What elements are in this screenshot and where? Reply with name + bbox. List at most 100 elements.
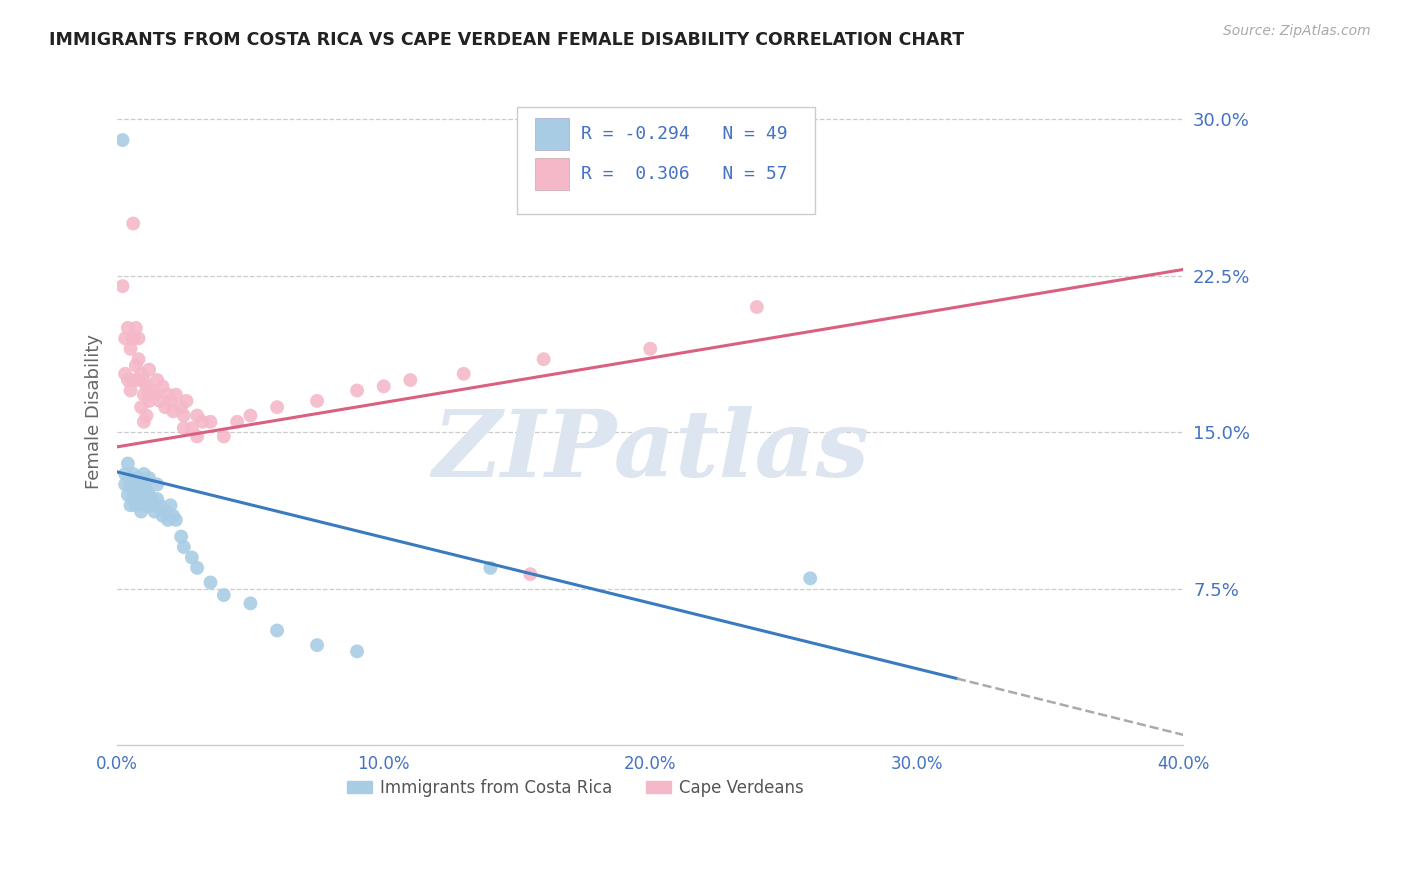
Point	[165, 513, 187, 527]
Point	[120, 384, 142, 398]
Point	[132, 477, 155, 491]
Point	[125, 477, 148, 491]
Point	[176, 393, 198, 408]
Point	[141, 384, 163, 398]
Point	[307, 638, 329, 652]
Point	[128, 331, 150, 345]
Point	[114, 467, 136, 481]
Point	[122, 217, 145, 231]
Point	[128, 471, 150, 485]
Point	[135, 483, 157, 498]
FancyBboxPatch shape	[517, 108, 815, 214]
Point	[117, 373, 139, 387]
Point	[146, 491, 169, 506]
Point	[122, 467, 145, 481]
Bar	[536, 158, 569, 190]
Point	[180, 421, 202, 435]
Point	[152, 508, 174, 523]
Point	[146, 477, 169, 491]
Point	[186, 561, 208, 575]
Point	[135, 498, 157, 512]
Point	[129, 477, 152, 491]
Point	[170, 530, 193, 544]
Bar	[536, 118, 569, 150]
Point	[128, 483, 150, 498]
Point	[162, 404, 184, 418]
Point	[129, 367, 152, 381]
Point	[120, 498, 142, 512]
Point	[519, 567, 541, 582]
Point	[122, 373, 145, 387]
Point	[212, 588, 235, 602]
Point	[114, 477, 136, 491]
Point	[159, 498, 181, 512]
Point	[128, 352, 150, 367]
Point	[120, 477, 142, 491]
Point	[173, 409, 195, 423]
Point	[149, 498, 172, 512]
Text: R = -0.294   N = 49: R = -0.294 N = 49	[581, 125, 787, 143]
Point	[122, 331, 145, 345]
Point	[156, 387, 179, 401]
Point	[745, 300, 768, 314]
Point	[114, 331, 136, 345]
Point	[129, 400, 152, 414]
Point	[120, 342, 142, 356]
Point	[138, 387, 160, 401]
Point	[111, 133, 134, 147]
Point	[266, 624, 288, 638]
Point	[479, 561, 502, 575]
Point	[125, 321, 148, 335]
Point	[152, 379, 174, 393]
Point	[173, 540, 195, 554]
Point	[143, 504, 166, 518]
Point	[138, 488, 160, 502]
Point	[128, 491, 150, 506]
Y-axis label: Female Disability: Female Disability	[86, 334, 103, 489]
Point	[146, 373, 169, 387]
Point	[307, 393, 329, 408]
Point	[138, 393, 160, 408]
Point	[165, 387, 187, 401]
Point	[226, 415, 249, 429]
Point	[162, 508, 184, 523]
Point	[170, 400, 193, 414]
Point	[122, 483, 145, 498]
Point	[149, 393, 172, 408]
Point	[125, 498, 148, 512]
Text: ZIPatlas: ZIPatlas	[432, 407, 869, 497]
Point	[132, 415, 155, 429]
Point	[141, 491, 163, 506]
Point	[132, 387, 155, 401]
Point	[200, 575, 222, 590]
Point	[399, 373, 422, 387]
Point	[638, 342, 661, 356]
Point	[373, 379, 395, 393]
Point	[120, 471, 142, 485]
Point	[159, 393, 181, 408]
Point	[200, 415, 222, 429]
Point	[239, 409, 262, 423]
Text: R =  0.306   N = 57: R = 0.306 N = 57	[581, 165, 787, 183]
Point	[138, 362, 160, 376]
Point	[122, 491, 145, 506]
Point	[346, 384, 368, 398]
Point	[132, 373, 155, 387]
Point	[132, 467, 155, 481]
Point	[135, 379, 157, 393]
Point	[212, 429, 235, 443]
Point	[180, 550, 202, 565]
Point	[239, 596, 262, 610]
Point	[453, 367, 475, 381]
Point	[533, 352, 555, 367]
Text: IMMIGRANTS FROM COSTA RICA VS CAPE VERDEAN FEMALE DISABILITY CORRELATION CHART: IMMIGRANTS FROM COSTA RICA VS CAPE VERDE…	[49, 31, 965, 49]
Point	[114, 367, 136, 381]
Point	[117, 488, 139, 502]
Point	[132, 491, 155, 506]
Point	[266, 400, 288, 414]
Point	[143, 387, 166, 401]
Point	[129, 504, 152, 518]
Point	[138, 471, 160, 485]
Point	[186, 429, 208, 443]
Point	[153, 504, 176, 518]
